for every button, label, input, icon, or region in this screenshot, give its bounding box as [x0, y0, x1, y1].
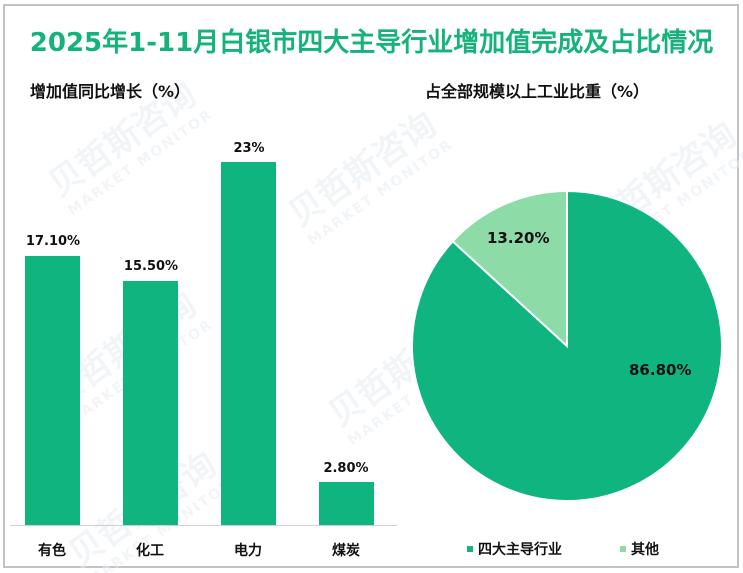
x-axis-label: 煤炭 — [332, 543, 360, 559]
bar-chart-subtitle: 增加值同比增长（%） — [30, 82, 191, 101]
bar-huagong — [123, 281, 178, 525]
pie-slice-other — [451, 189, 568, 349]
chart-title: 2025年1-11月白银市四大主导行业增加值完成及占比情况 — [29, 28, 714, 58]
bar-youse — [25, 256, 80, 525]
pie-legend: 四大主导行业 其他 — [467, 539, 717, 559]
bar-meitan — [319, 482, 374, 525]
legend-label: 其他 — [631, 542, 659, 558]
x-axis-label: 化工 — [136, 543, 164, 559]
legend-swatch-icon — [620, 546, 626, 552]
x-axis-line — [10, 525, 397, 526]
legend-swatch-icon — [467, 546, 473, 552]
legend-item-other: 其他 — [620, 539, 659, 559]
bar-dianli — [221, 162, 276, 525]
bar-value-label: 23% — [233, 141, 265, 156]
bar-value-label: 17.10% — [25, 234, 81, 249]
legend-label: 四大主导行业 — [478, 542, 562, 558]
x-axis-label: 电力 — [234, 543, 262, 559]
bar-value-label: 2.80% — [323, 461, 369, 476]
pie-chart-subtitle: 占全部规模以上工业比重（%） — [425, 82, 650, 101]
legend-item-main: 四大主导行业 — [467, 539, 562, 559]
x-axis-label: 有色 — [38, 543, 66, 559]
pie-label-main: 86.80% — [629, 361, 692, 379]
pie-label-other: 13.20% — [487, 229, 550, 247]
bar-value-label: 15.50% — [123, 259, 179, 274]
